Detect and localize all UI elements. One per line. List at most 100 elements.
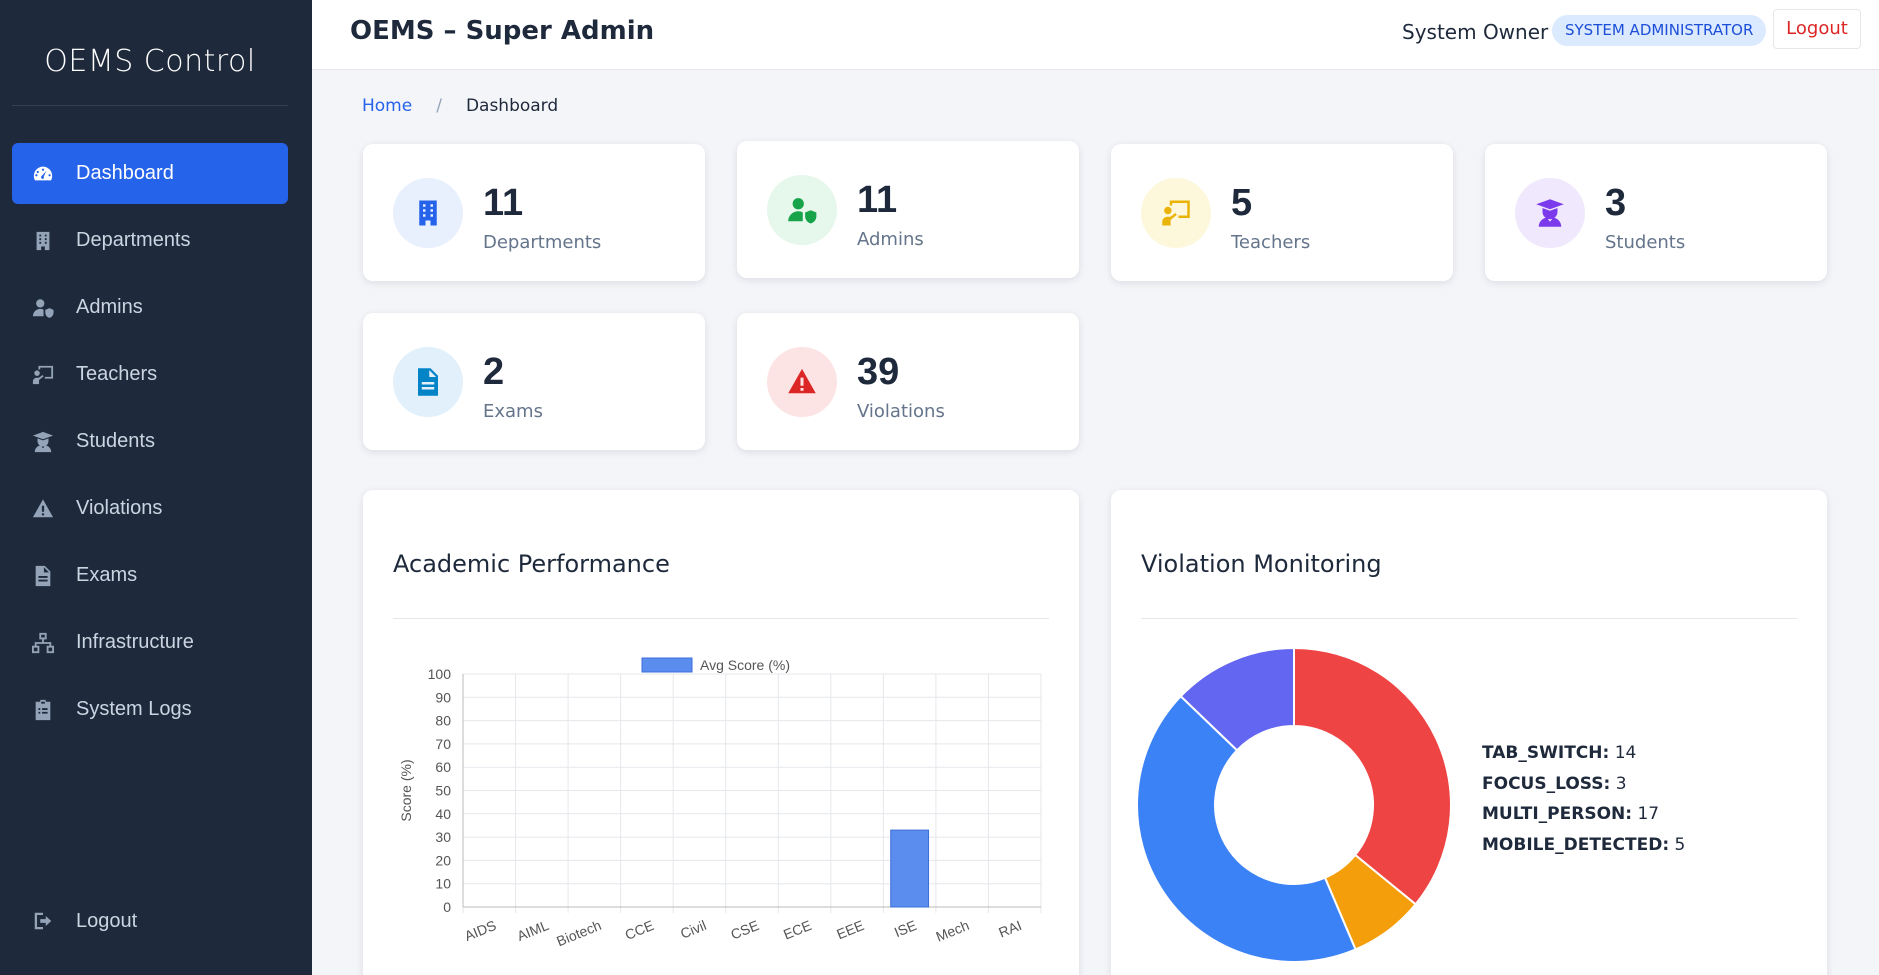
violation-legend-item: TAB_SWITCH: 14 bbox=[1482, 738, 1685, 769]
role-badge: SYSTEM ADMINISTRATOR bbox=[1552, 15, 1767, 46]
donut-slice-mobile-detected bbox=[1179, 646, 1295, 752]
violation-legend-item: MULTI_PERSON: 17 bbox=[1482, 799, 1685, 830]
stat-value: 5 bbox=[1231, 182, 1253, 224]
stat-label: Exams bbox=[483, 401, 543, 422]
violation-monitoring-title: Violation Monitoring bbox=[1141, 550, 1382, 578]
x-tick-label: Civil bbox=[678, 917, 709, 942]
stat-card-departments[interactable]: 11 Departments bbox=[363, 144, 705, 281]
sidebar-item-label: Infrastructure bbox=[76, 631, 194, 653]
user-name: System Owner bbox=[1402, 20, 1549, 44]
x-tick-label: Mech bbox=[934, 917, 972, 945]
stat-label: Admins bbox=[857, 229, 924, 250]
sidebar-item-label: Exams bbox=[76, 564, 138, 586]
top-header: OEMS – Super Admin System Owner SYSTEM A… bbox=[312, 0, 1879, 70]
x-tick-label: EEE bbox=[834, 917, 866, 942]
violation-type: FOCUS_LOSS: bbox=[1482, 773, 1611, 794]
sidebar-item-violations[interactable]: Violations bbox=[12, 478, 288, 539]
stat-card-admins[interactable]: 11 Admins bbox=[737, 141, 1079, 278]
sidebar-item-infrastructure[interactable]: Infrastructure bbox=[12, 612, 288, 673]
y-tick-label: 40 bbox=[435, 806, 451, 822]
chalkboard-teacher-icon bbox=[1162, 200, 1190, 226]
sidebar-item-students[interactable]: Students bbox=[12, 411, 288, 472]
sidebar-logout-button[interactable]: Logout bbox=[12, 891, 288, 951]
violation-type: MULTI_PERSON: bbox=[1482, 804, 1633, 824]
x-tick-label: ISE bbox=[892, 917, 919, 940]
y-tick-label: 60 bbox=[435, 759, 451, 775]
sidebar-item-label: Violations bbox=[76, 497, 163, 519]
chalkboard-teacher-icon bbox=[30, 362, 56, 388]
stat-value: 3 bbox=[1605, 182, 1627, 224]
stat-label: Teachers bbox=[1231, 232, 1311, 253]
header-logout-button[interactable]: Logout bbox=[1773, 9, 1861, 49]
y-tick-label: 90 bbox=[435, 689, 451, 705]
sidebar-item-exams[interactable]: Exams bbox=[12, 545, 288, 606]
sidebar-item-dashboard[interactable]: Dashboard bbox=[12, 143, 288, 204]
warning-icon bbox=[788, 368, 816, 394]
network-icon bbox=[30, 630, 56, 656]
sidebar-item-departments[interactable]: Departments bbox=[12, 210, 288, 271]
stat-card-students[interactable]: 3 Students bbox=[1485, 144, 1827, 281]
breadcrumb: Home / Dashboard bbox=[362, 96, 558, 116]
sidebar-item-system-logs[interactable]: System Logs bbox=[12, 679, 288, 740]
stat-icon-circle bbox=[1141, 178, 1211, 248]
stat-value: 11 bbox=[857, 179, 898, 221]
graduate-icon bbox=[1536, 199, 1564, 227]
building-icon bbox=[30, 228, 56, 254]
violation-count: 14 bbox=[1609, 743, 1637, 763]
violation-monitoring-card: Violation Monitoring TAB_SWITCH: 14 FOCUS… bbox=[1111, 490, 1827, 975]
stat-value: 11 bbox=[483, 182, 524, 224]
stat-card-violations[interactable]: 39 Violations bbox=[737, 313, 1079, 450]
stat-label: Students bbox=[1605, 232, 1686, 253]
stat-icon-circle bbox=[1515, 178, 1585, 248]
y-axis-label: Score (%) bbox=[398, 759, 414, 821]
stat-label: Violations bbox=[857, 401, 945, 422]
y-tick-label: 70 bbox=[435, 736, 451, 752]
user-shield-icon bbox=[30, 295, 56, 321]
breadcrumb-home-link[interactable]: Home bbox=[362, 96, 413, 116]
stat-card-teachers[interactable]: 5 Teachers bbox=[1111, 144, 1453, 281]
sidebar-item-label: Departments bbox=[76, 229, 191, 251]
y-tick-label: 80 bbox=[435, 713, 451, 729]
sidebar-logout-label: Logout bbox=[76, 909, 138, 932]
gauge-icon bbox=[30, 161, 56, 187]
bar bbox=[890, 829, 930, 908]
donut-slice-tab-switch bbox=[1293, 646, 1452, 906]
card-divider bbox=[393, 618, 1049, 619]
y-tick-label: 0 bbox=[443, 899, 451, 915]
stat-icon-circle bbox=[767, 175, 837, 245]
stat-icon-circle bbox=[767, 347, 837, 417]
stat-card-exams[interactable]: 2 Exams bbox=[363, 313, 705, 450]
violation-legend-item: FOCUS_LOSS: 3 bbox=[1482, 769, 1685, 800]
x-tick-label: AIML bbox=[515, 917, 551, 944]
stat-icon-circle bbox=[393, 178, 463, 248]
stat-label: Departments bbox=[483, 232, 602, 253]
x-tick-label: Biotech bbox=[554, 917, 603, 949]
academic-performance-title: Academic Performance bbox=[393, 550, 670, 578]
graduate-icon bbox=[30, 429, 56, 455]
sidebar-item-teachers[interactable]: Teachers bbox=[12, 344, 288, 405]
y-tick-label: 20 bbox=[435, 852, 451, 868]
card-divider bbox=[1141, 618, 1797, 619]
y-tick-label: 50 bbox=[435, 783, 451, 799]
sidebar-item-label: Teachers bbox=[76, 363, 158, 385]
sidebar-item-label: System Logs bbox=[76, 698, 192, 720]
page-title: OEMS – Super Admin bbox=[350, 16, 655, 46]
sidebar-item-admins[interactable]: Admins bbox=[12, 277, 288, 338]
donut-slice-multi-person bbox=[1136, 694, 1357, 963]
x-tick-label: ECE bbox=[781, 917, 814, 943]
brand-title: OEMS Control bbox=[12, 38, 288, 106]
building-icon bbox=[419, 200, 437, 226]
y-tick-label: 10 bbox=[435, 876, 451, 892]
stat-icon-circle bbox=[393, 347, 463, 417]
legend-swatch bbox=[641, 657, 693, 673]
violation-count: 17 bbox=[1632, 804, 1660, 824]
violation-count: 5 bbox=[1669, 834, 1686, 855]
sidebar: OEMS Control Dashboard Departments Admin… bbox=[0, 0, 312, 975]
y-tick-label: 100 bbox=[428, 666, 452, 682]
violation-type: MOBILE_DETECTED: bbox=[1482, 834, 1670, 855]
x-tick-label: RAI bbox=[996, 917, 1024, 941]
violation-legend: TAB_SWITCH: 14 FOCUS_LOSS: 3 MULTI_PERSON:… bbox=[1482, 738, 1685, 860]
file-icon bbox=[418, 368, 438, 396]
academic-performance-card: Academic Performance Avg Score (%) 0 10 20… bbox=[363, 490, 1079, 975]
x-tick-label: AIDS bbox=[462, 917, 498, 944]
